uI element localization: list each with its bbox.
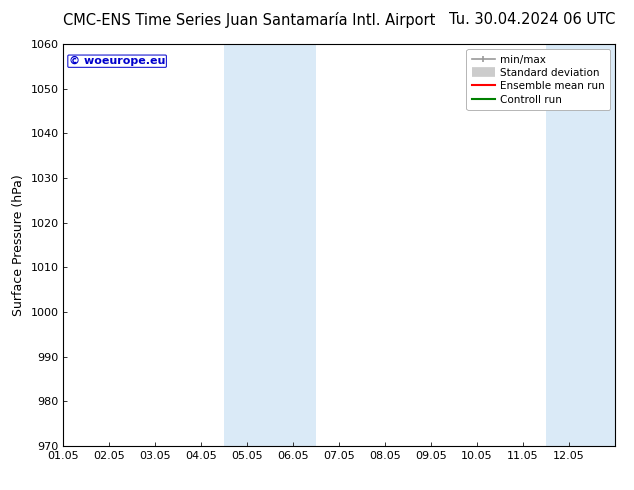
- Text: CMC-ENS Time Series Juan Santamaría Intl. Airport: CMC-ENS Time Series Juan Santamaría Intl…: [63, 12, 436, 28]
- Bar: [546, 44, 634, 446]
- Legend: min/max, Standard deviation, Ensemble mean run, Controll run: min/max, Standard deviation, Ensemble me…: [467, 49, 610, 110]
- Bar: [224, 44, 316, 446]
- Text: Tu. 30.04.2024 06 UTC: Tu. 30.04.2024 06 UTC: [449, 12, 615, 27]
- Y-axis label: Surface Pressure (hPa): Surface Pressure (hPa): [12, 174, 25, 316]
- Text: © woeurope.eu: © woeurope.eu: [69, 56, 165, 66]
